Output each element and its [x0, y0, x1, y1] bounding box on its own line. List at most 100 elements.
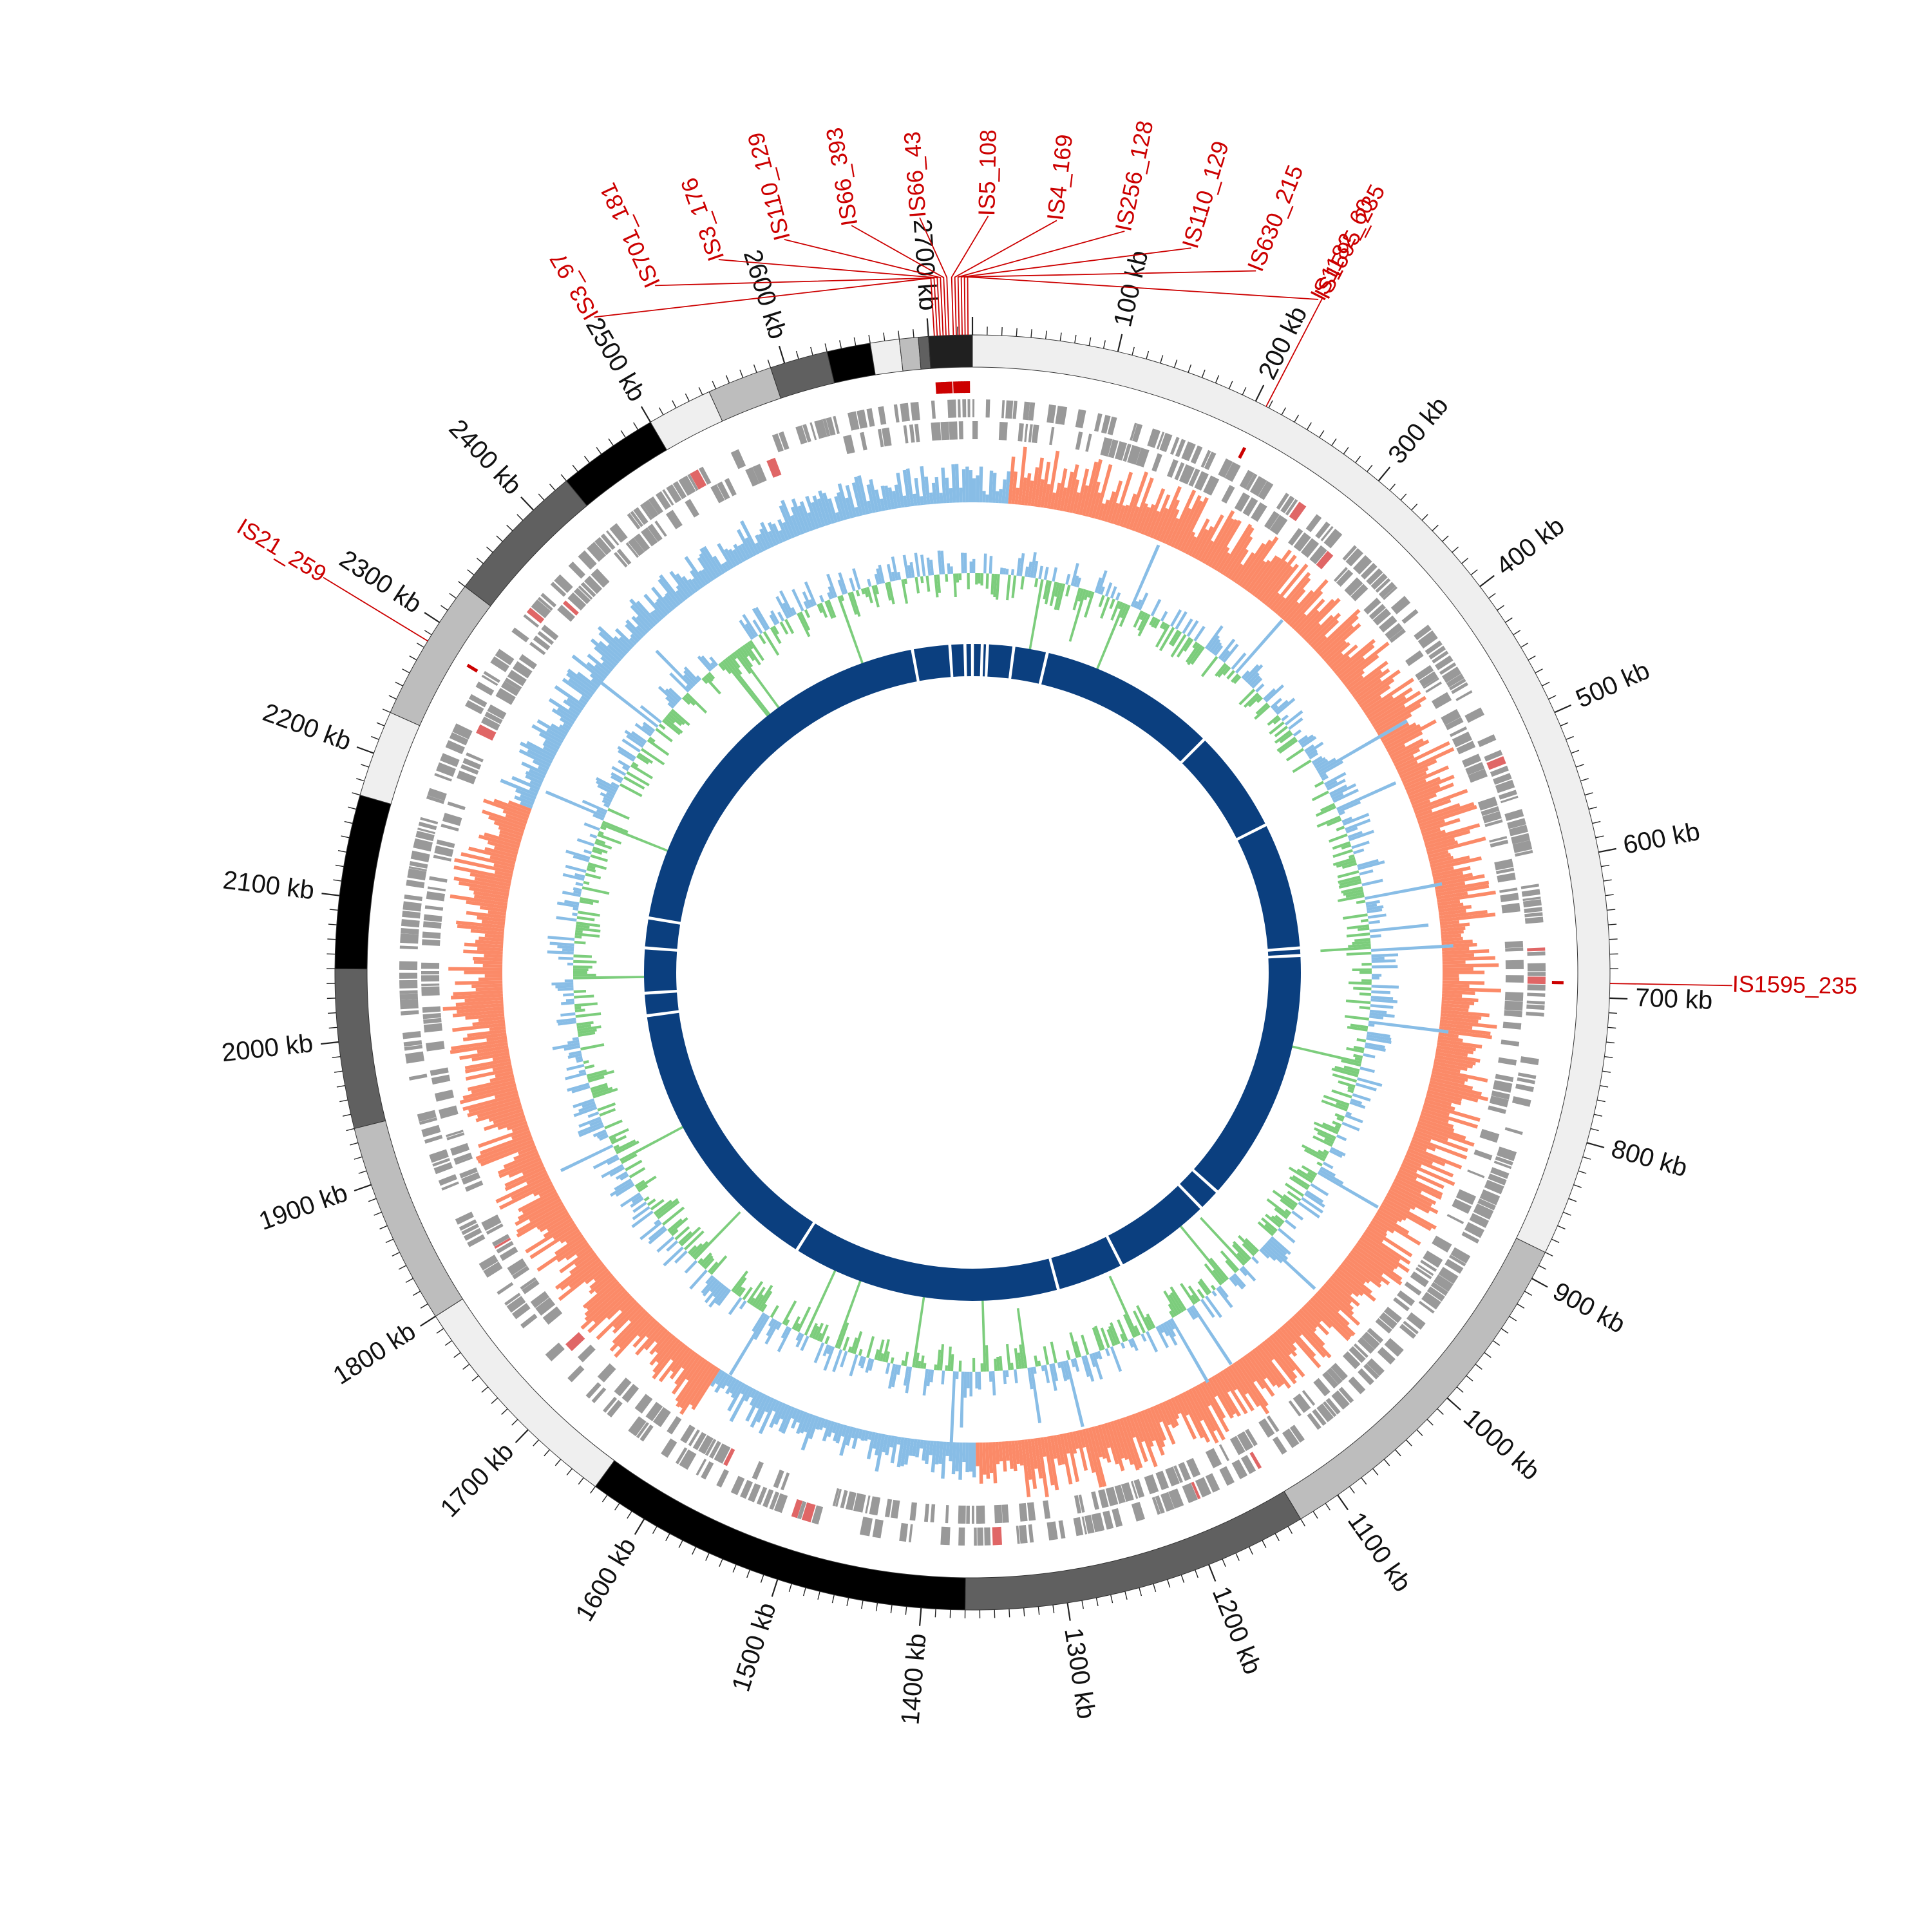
gc-skew-bar [1370, 690, 1421, 724]
gene-block [923, 1503, 930, 1522]
gc-skew-bar [1434, 1054, 1476, 1066]
minor-tick [1573, 1184, 1582, 1188]
gc-content-bar [562, 891, 581, 897]
gc-skew-bar [1373, 1215, 1421, 1246]
gc-content-bar [1171, 630, 1182, 647]
gc-skew-bar [1327, 652, 1344, 667]
gc-content-bar [1204, 1295, 1222, 1318]
gene-block [1075, 431, 1083, 450]
gene-block [1107, 416, 1117, 435]
minor-tick [1442, 535, 1449, 542]
gc-skew-bar [1271, 596, 1286, 612]
minor-tick [746, 1569, 750, 1578]
gc-content-bar [1371, 953, 1399, 958]
minor-tick [1607, 1027, 1616, 1029]
gc-skew-bar [755, 542, 763, 553]
gene-block [445, 740, 465, 755]
minor-tick [1580, 778, 1589, 782]
gc-content-bar [704, 1282, 723, 1303]
gc-skew-bar [1116, 1419, 1134, 1466]
gene-block [1300, 538, 1320, 558]
gc-skew-bar [568, 706, 580, 717]
gc-skew-bar [800, 1414, 817, 1451]
gc-content-bar [578, 1116, 601, 1128]
gc-skew-bar [904, 1438, 911, 1465]
gc-skew-bar [1376, 1209, 1398, 1224]
minor-tick [1604, 1056, 1613, 1059]
minor-tick [1588, 806, 1597, 810]
gene-block [866, 408, 875, 427]
minor-tick [566, 1468, 573, 1476]
gc-skew-bar [464, 996, 504, 1003]
gene-block [438, 1174, 457, 1186]
gc-skew-bar [1249, 1350, 1276, 1387]
gene-block [1173, 1465, 1183, 1483]
gc-skew-bar [740, 1384, 748, 1395]
gc-skew-bar [1383, 724, 1421, 747]
gc-content-bar [1242, 1243, 1256, 1256]
gene-block [1151, 453, 1162, 472]
gc-content-bar [583, 849, 592, 855]
gc-skew-bar [451, 993, 503, 999]
gc-skew-bar [503, 1151, 539, 1169]
gc-content-bar [564, 979, 574, 983]
gc-skew-bar [836, 492, 848, 520]
gene-block [974, 1527, 977, 1546]
gene-block [931, 400, 936, 419]
gc-content-bar [1331, 1067, 1359, 1077]
gc-content-bar [1003, 1370, 1007, 1385]
gc-content-bar [1014, 1348, 1019, 1370]
gc-skew-bar [511, 1130, 531, 1140]
gc-content-bar [701, 655, 714, 670]
gene-block [1360, 562, 1378, 580]
gene-block [994, 1504, 1003, 1524]
gc-content-bar [1094, 577, 1103, 594]
gene-block [1313, 1378, 1331, 1397]
gene-block [723, 1448, 735, 1466]
gene-block [1058, 1520, 1066, 1539]
gc-content-bar [896, 571, 902, 580]
gc-content-bar [689, 1243, 703, 1256]
gc-content-bar [1032, 1367, 1037, 1374]
gene-block [833, 415, 840, 434]
gc-content-bar [703, 675, 721, 695]
gc-skew-bar [1427, 849, 1449, 858]
gc-skew-bar [1357, 1239, 1399, 1269]
gc-content-bar [1351, 840, 1370, 849]
gene-block [476, 724, 497, 741]
gc-skew-bar [1168, 1399, 1180, 1419]
gene-block [399, 990, 418, 994]
gc-skew-bar [1425, 837, 1455, 849]
gc-skew-bar [532, 759, 550, 770]
minor-tick [802, 1587, 806, 1596]
gc-skew-bar [1336, 644, 1375, 677]
minor-tick [1146, 350, 1150, 359]
gc-content-bar [654, 1219, 661, 1226]
gc-content-bar [876, 568, 882, 585]
minor-tick [1497, 605, 1504, 611]
major-tick [1378, 466, 1391, 482]
gene-block [1467, 1170, 1485, 1179]
gene-block [714, 1443, 731, 1464]
gc-content-bar [985, 573, 989, 589]
gene-block [531, 599, 551, 619]
gc-skew-bar [1264, 564, 1300, 606]
gc-skew-bar [1134, 1412, 1158, 1468]
tick-label: 500 kb [1572, 656, 1654, 714]
gc-content-bar [580, 896, 600, 904]
gene-block [537, 630, 554, 645]
minor-tick [846, 1597, 849, 1607]
gc-content-bar [583, 822, 600, 831]
gene-block [1410, 1271, 1429, 1287]
gene-block [1493, 1160, 1512, 1170]
minor-tick [1524, 1291, 1532, 1296]
gc-skew-bar [1245, 560, 1271, 592]
gc-skew-bar [941, 1441, 947, 1479]
gc-content-bar [587, 862, 607, 870]
gene-block [453, 1152, 472, 1163]
is-mark [466, 663, 478, 673]
gc-skew-bar [1441, 1009, 1490, 1018]
gc-content-bar [1334, 1113, 1345, 1119]
gc-content-bar [575, 882, 583, 887]
gene-block [709, 1441, 721, 1459]
